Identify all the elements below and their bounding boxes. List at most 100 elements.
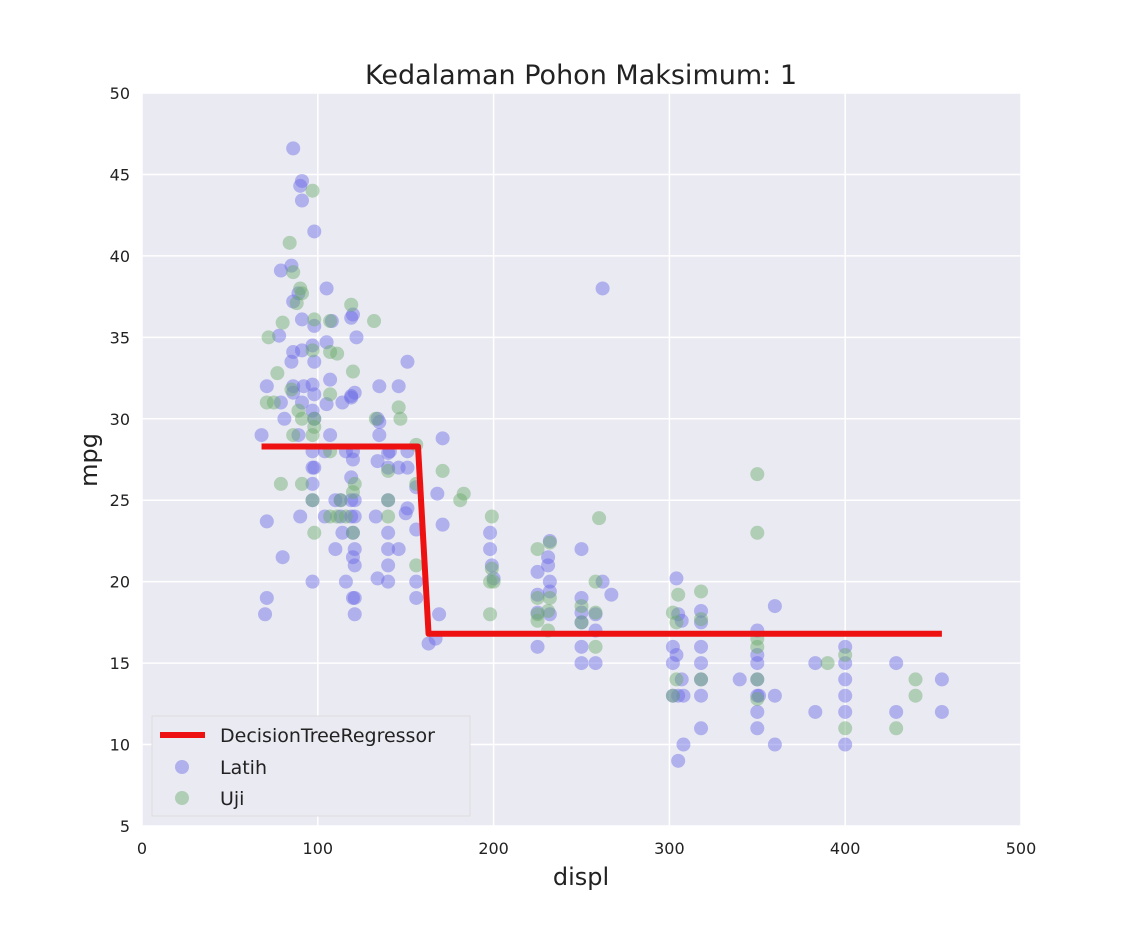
test-point [345,525,360,540]
train-point [889,704,904,719]
y-tick-label: 30 [110,410,130,429]
test-point [820,656,835,671]
train-point [767,688,782,703]
train-point [767,737,782,752]
test-point [367,314,382,329]
train-point [588,656,603,671]
test-point [305,493,320,508]
train-point [294,395,309,410]
train-point [291,428,306,443]
test-point [270,366,285,381]
train-point [750,688,765,703]
train-point [305,460,320,475]
train-point [530,639,545,654]
train-point [484,558,499,573]
train-point [345,307,360,322]
train-point [347,509,362,524]
test-point [294,411,309,426]
train-point [486,571,501,586]
test-point [273,476,288,491]
train-point [294,312,309,327]
train-point [483,525,498,540]
train-point [750,672,765,687]
train-point [381,493,396,508]
train-point [530,564,545,579]
train-point [838,656,853,671]
train-point [370,454,385,469]
train-point [808,704,823,719]
y-tick-label: 15 [110,654,130,673]
y-tick-label: 35 [110,328,130,347]
test-point [484,509,499,524]
train-point [934,672,949,687]
x-tick-label: 0 [137,839,147,858]
train-point [391,542,406,557]
train-point [934,704,949,719]
train-point [345,550,360,565]
train-point [671,688,686,703]
train-point [432,607,447,622]
test-point [338,509,353,524]
train-point [307,354,322,369]
test-point [381,493,396,508]
train-point [542,574,557,589]
train-point [370,571,385,586]
train-point [391,379,406,394]
train-point [273,263,288,278]
test-point [588,605,603,620]
train-point [421,636,436,651]
train-point [838,704,853,719]
x-tick-label: 100 [303,839,334,858]
train-point [669,571,684,586]
y-tick-label: 45 [110,165,130,184]
train-point [319,281,334,296]
train-point [391,460,406,475]
test-point [368,411,383,426]
test-point [286,265,301,280]
test-point [286,428,301,443]
train-point [294,343,309,358]
train-point [345,525,360,540]
test-point [305,183,320,198]
train-point [574,656,589,671]
test-point [671,587,686,602]
test-point [307,411,322,426]
train-point [381,542,396,557]
train-point [305,338,320,353]
train-point [344,390,359,405]
train-point [293,178,308,193]
train-point [296,379,311,394]
train-point [767,599,782,614]
train-point [542,533,557,548]
test-point [453,493,468,508]
test-point [530,542,545,557]
test-point [669,615,684,630]
train-point [530,587,545,602]
train-point [305,377,320,392]
train-point [333,493,348,508]
test-point [456,486,471,501]
train-point [291,286,306,301]
test-point [889,721,904,736]
test-point [294,476,309,491]
test-point [293,281,308,296]
train-point [665,656,680,671]
train-point [273,395,288,410]
test-point [750,691,765,706]
train-point [347,607,362,622]
train-point [430,486,445,501]
y-tick-label: 10 [110,736,130,755]
train-point [694,639,709,654]
train-point [258,607,273,622]
train-point [838,639,853,654]
train-point [409,590,424,605]
train-point [574,605,589,620]
legend-test-swatch [175,791,189,805]
train-point [674,672,689,687]
train-point [286,344,301,359]
test-point [694,584,709,599]
test-point [530,607,545,622]
test-point [574,599,589,614]
train-point [307,224,322,239]
test-point [592,511,607,526]
